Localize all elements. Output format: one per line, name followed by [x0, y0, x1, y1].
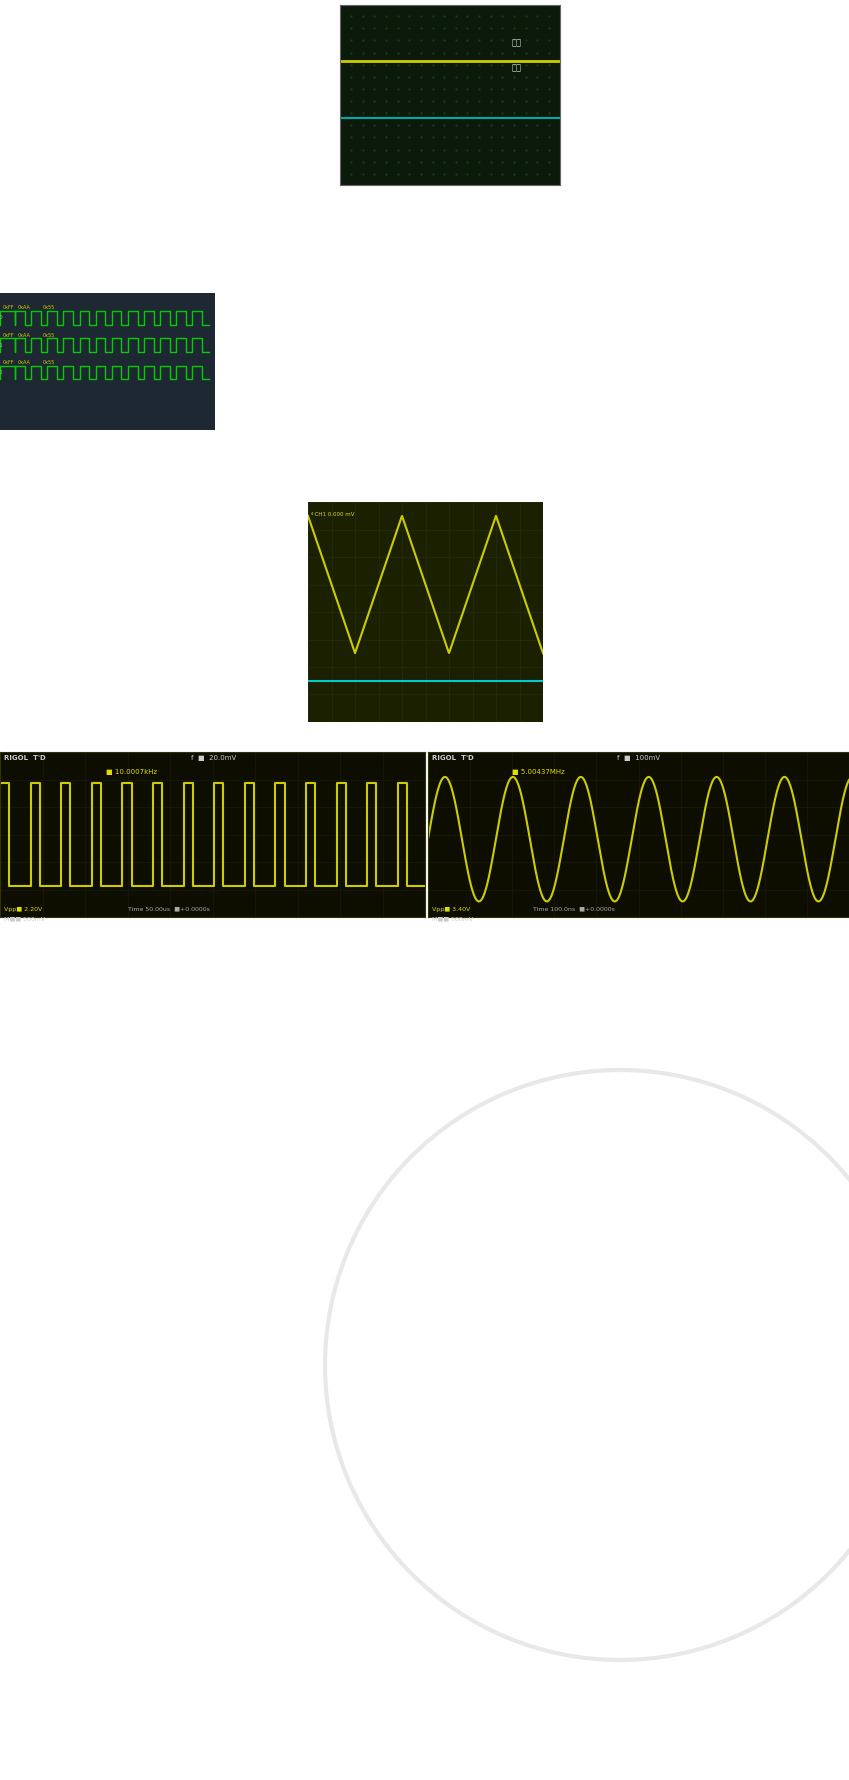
Text: 微调: 微调 [512, 39, 521, 48]
Text: 1,000: 1,000 [818, 584, 839, 593]
Text: ☑ 输出: ☑ 输出 [547, 603, 565, 612]
Text: 6000: 6000 [702, 119, 723, 128]
Text: 50: 50 [829, 564, 839, 573]
Text: 频率(Hz): 频率(Hz) [547, 584, 572, 593]
Text: 1.000M: 1.000M [702, 210, 733, 219]
Text: So it can be recorded for 11hours with 100Kb/s speed.: So it can be recorded for 11hours with 1… [8, 148, 425, 164]
FancyBboxPatch shape [564, 23, 838, 43]
Text: 占空比(%): 占空比(%) [547, 660, 579, 669]
Text: ×: × [827, 465, 835, 475]
Circle shape [569, 43, 583, 57]
Text: 0xAA: 0xAA [17, 360, 30, 365]
Text: f  ■  100mV: f ■ 100mV [617, 755, 661, 760]
Text: 最小...: 最小... [572, 180, 595, 189]
Text: 波形: 波形 [547, 546, 556, 555]
Text: 0x55: 0x55 [43, 360, 55, 365]
Text: Time 100.0ns  ■+0.0000s: Time 100.0ns ■+0.0000s [533, 906, 616, 911]
Text: +0.5 ms: +0.5 ms [192, 278, 218, 283]
Text: AC/DC: AC/DC [572, 171, 604, 180]
Text: of signal time.Support SPI,IIC,UART,CAN,etc,Up: of signal time.Support SPI,IIC,UART,CAN,… [320, 383, 680, 397]
FancyBboxPatch shape [0, 751, 425, 917]
Text: f  ■  20.0mV: f ■ 20.0mV [191, 755, 237, 760]
Text: 颜色: 颜色 [572, 130, 588, 139]
Text: □ FFFF00: □ FFFF00 [702, 130, 743, 139]
Text: 文件(F)  皮肤(S)  帮助(H): 文件(F) 皮肤(S) 帮助(H) [313, 486, 390, 495]
Text: Options▼: Options▼ [265, 260, 304, 269]
FancyBboxPatch shape [611, 523, 671, 541]
Text: X1: X1 [702, 80, 713, 89]
FancyBboxPatch shape [0, 256, 315, 278]
Text: Samples [6] ▼: Samples [6] ▼ [3, 434, 53, 441]
Text: 直流(DC): 直流(DC) [702, 171, 731, 180]
Text: 50: 50 [829, 660, 839, 669]
Text: Signal source 5MHz sine wave: Signal source 5MHz sine wave [435, 735, 644, 749]
Text: Time 50.00us  ■+0.0000s: Time 50.00us ■+0.0000s [127, 906, 210, 911]
Text: 值: 值 [710, 62, 716, 73]
Text: (Only B series): (Only B series) [75, 498, 306, 527]
Text: “White Noise” and“composite waveform” And: “White Noise” and“composite waveform” An… [8, 584, 360, 598]
Circle shape [773, 1513, 817, 1558]
FancyBboxPatch shape [215, 278, 315, 433]
Text: communication protocol,accurate measurement: communication protocol,accurate measurem… [320, 363, 689, 377]
Text: The waveform data can be recorded for analysis and: The waveform data can be recorded for an… [8, 110, 413, 125]
Circle shape [325, 1070, 849, 1661]
Text: 4G: 4G [702, 221, 714, 230]
Text: D0: D0 [0, 315, 3, 320]
Text: 0xAA: 0xAA [17, 306, 30, 310]
Text: 正弦波: 正弦波 [825, 641, 839, 650]
Text: RIGOL  T'D: RIGOL T'D [432, 755, 474, 760]
FancyBboxPatch shape [564, 62, 838, 78]
FancyBboxPatch shape [562, 0, 840, 230]
Text: M■■ 500mV: M■■ 500mV [432, 917, 474, 920]
Text: 采集长度: 采集长度 [572, 221, 592, 230]
Text: (Only205C): (Only205C) [503, 274, 678, 303]
FancyBboxPatch shape [308, 463, 843, 484]
Text: 6000: 6000 [702, 190, 723, 199]
Text: D2: D2 [0, 370, 3, 376]
Text: M■■ 500mV: M■■ 500mV [4, 917, 45, 920]
Text: 颜色: 颜色 [572, 199, 588, 208]
Text: 采样率(Hz): 采样率(Hz) [572, 210, 604, 219]
Text: 属性设置: 属性设置 [566, 4, 593, 12]
Text: Vpp■ 3.40V: Vpp■ 3.40V [432, 906, 470, 911]
Text: comparison,and it can storage 4G data maximumly.: comparison,and it can storage 4G data ma… [8, 128, 405, 144]
Text: 直流(DC): 直流(DC) [702, 91, 731, 100]
Text: Async Serial: Async Serial [217, 370, 256, 376]
Text: RIGOL  T'D: RIGOL T'D [4, 755, 46, 760]
Text: Frequency: 10.50788 kHz: Frequency: 10.50788 kHz [217, 310, 296, 315]
Text: 复位: 复位 [512, 64, 521, 73]
Text: AC/DC: AC/DC [572, 91, 599, 100]
Text: 截止频率(Hz): 截止频率(Hz) [547, 698, 586, 707]
Text: to 16 communication protocols.: to 16 communication protocols. [320, 400, 563, 417]
Wedge shape [343, 1365, 849, 1661]
Text: +0.2 ms: +0.2 ms [78, 278, 104, 283]
Text: Data recorder: Data recorder [86, 14, 324, 44]
FancyBboxPatch shape [0, 235, 315, 256]
Text: T1:        0.00 s: T1: 0.00 s [217, 320, 261, 326]
Text: Period:   95.1667 µs: Period: 95.1667 µs [217, 301, 279, 304]
FancyBboxPatch shape [543, 502, 843, 723]
Text: Logic analyzer: Logic analyzer [466, 240, 714, 269]
Text: Signal source: Signal source [74, 465, 306, 495]
Text: -: - [791, 465, 795, 475]
Text: 属性: 属性 [572, 62, 584, 73]
Text: 开始记录: 开始记录 [588, 44, 615, 53]
Text: X1: X1 [702, 160, 713, 169]
FancyBboxPatch shape [308, 463, 843, 723]
Text: |T1-T2| = 86.5000 µs: |T1-T2| = 86.5000 µs [217, 340, 282, 345]
Text: -6000: -6000 [702, 180, 726, 189]
Text: provides peak,frequency adjustment function.: provides peak,frequency adjustment funct… [8, 602, 362, 618]
Text: rate,with good analysis of digital circuit and: rate,with good analysis of digital circu… [320, 344, 656, 360]
FancyBboxPatch shape [422, 1403, 468, 1527]
Circle shape [423, 1513, 467, 1558]
Text: 开始频率(Hz): 开始频率(Hz) [547, 678, 586, 689]
Text: 自动: 自动 [557, 527, 569, 536]
Text: Width:    77.8333 µs: Width: 77.8333 µs [217, 290, 280, 295]
Text: ISDS205B(1.1)(6): ISDS205B(1.1)(6) [568, 27, 653, 36]
Text: 0.0 ms: 0.0 ms [2, 278, 25, 285]
Text: - □ ×: - □ × [265, 239, 288, 247]
Text: +0.6 ms: +0.6 ms [230, 278, 256, 283]
Text: 扫频: 扫频 [547, 621, 556, 630]
Text: +0.1 ms: +0.1 ms [40, 278, 66, 283]
